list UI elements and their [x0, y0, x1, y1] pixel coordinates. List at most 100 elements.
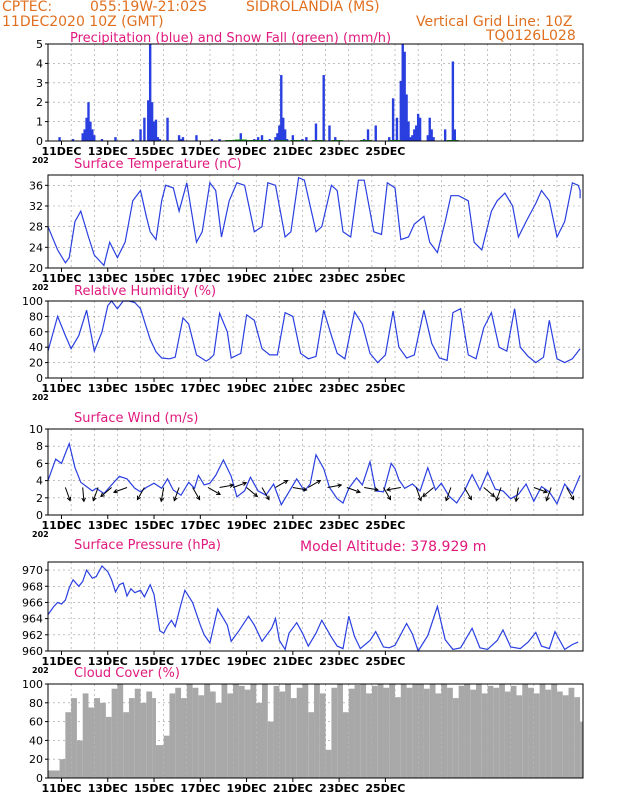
header-date: 11DEC2020 10Z (GMT) [2, 14, 164, 30]
cloud-bar [244, 689, 251, 778]
cloud-bar [152, 698, 156, 778]
header-coords: 055:19W-21:02S [90, 0, 207, 15]
cloud-bar [128, 698, 135, 778]
cloud-bar [574, 697, 581, 778]
cloud-bar [383, 687, 390, 778]
cloud-bar [580, 721, 583, 778]
precip-bar [328, 125, 331, 141]
wind-arrow-head [514, 497, 519, 503]
wind-arrow [483, 487, 495, 497]
wind-arrow [495, 487, 502, 501]
precip-bar [81, 133, 84, 141]
precip-bar [278, 125, 281, 141]
precip-bar [139, 129, 142, 141]
cloud-bar [285, 684, 291, 778]
precip-bar [322, 75, 325, 141]
wind-arrow [515, 487, 519, 502]
wind-arrow-head [283, 479, 289, 485]
y-tick-label: 0 [36, 772, 43, 785]
precip-bar [93, 135, 96, 141]
cloud-bar [452, 698, 459, 778]
x-tick-label: 15DEC [134, 519, 174, 532]
cloud-bar [354, 684, 361, 778]
cloud-bar [464, 684, 471, 778]
cloud-bar [533, 693, 540, 778]
cloud-bar [366, 693, 372, 778]
x-tick-label: 25DEC [365, 145, 405, 158]
cloud-bar [117, 684, 124, 778]
x-tick-label: 19DEC [227, 655, 267, 668]
cloud-bar [528, 687, 534, 778]
precip-bar [443, 129, 447, 141]
y-tick-label: 960 [22, 645, 43, 658]
header-model-altitude: Model Altitude: 378.929 m [300, 539, 487, 555]
wind-arrow [308, 480, 321, 488]
precip-bar [181, 137, 185, 141]
precip-bar [71, 139, 75, 141]
precip-bar [391, 98, 395, 141]
x-tick-label: 21DEC [273, 145, 313, 158]
precip-bar [314, 123, 318, 141]
x-tick-label: 17DEC [180, 655, 220, 668]
cloud-bar [314, 684, 320, 778]
cloud-bar [429, 684, 436, 778]
wind-arrow-head [337, 483, 343, 488]
series-line [47, 176, 581, 267]
precip-bar [268, 139, 271, 141]
y-tick-label: 100 [22, 295, 43, 308]
cloud-bar [331, 687, 338, 778]
y-tick-label: 962 [22, 629, 43, 642]
wind-arrow [463, 487, 472, 500]
wind-arrow-head [92, 496, 97, 502]
cloud-bar [296, 687, 303, 778]
cloud-bar [290, 698, 297, 778]
wind-arrow [415, 487, 422, 501]
cloud-bar [169, 693, 176, 778]
wind-arrow-head [302, 487, 308, 492]
cloud-bar [504, 691, 511, 778]
precip-bar [409, 137, 412, 141]
wind-arrow [100, 487, 112, 497]
panel-title: Relative Humidity (%) [74, 284, 216, 299]
cloud-bar [140, 702, 147, 778]
y-tick-label: 0 [36, 509, 43, 522]
wind-arrow [445, 487, 452, 501]
precip-bar [418, 117, 422, 141]
cloud-bar [192, 687, 199, 778]
wind-arrow-head [216, 490, 221, 496]
y-tick-label: 32 [29, 200, 43, 213]
x-tick-label: 21DEC [273, 655, 313, 668]
x-tick-label: 15DEC [134, 145, 174, 158]
series-line [47, 441, 581, 507]
series-line [47, 565, 579, 653]
y-tick-label: 60 [29, 716, 43, 729]
x-tick-label: 15DEC [134, 655, 174, 668]
wind-arrow-head [386, 495, 392, 501]
cloud-bar [256, 702, 262, 778]
cloud-bar [499, 684, 505, 778]
precip-bar [407, 121, 410, 141]
precip-bar [179, 139, 183, 141]
precip-bar [274, 137, 277, 141]
cloud-bar [198, 695, 205, 778]
cloud-bar [308, 712, 315, 778]
x-year-label: 202 [32, 393, 49, 402]
panel-title: Surface Wind (m/s) [74, 411, 198, 426]
y-tick-label: 40 [29, 734, 43, 747]
cloud-bar [389, 684, 396, 778]
y-tick-label: 36 [29, 179, 43, 192]
wind-arrow-head [417, 496, 423, 502]
cloud-bar [470, 689, 476, 778]
y-tick-label: 964 [22, 613, 43, 626]
cloud-bar [65, 712, 72, 778]
cloud-bar [319, 693, 326, 778]
wind-arrow-head [253, 492, 259, 498]
wind-arrow-head [173, 496, 178, 502]
x-tick-label: 13DEC [88, 655, 128, 668]
cloud-bar [545, 689, 552, 778]
y-tick-label: 0 [36, 372, 43, 385]
cloud-bar [163, 735, 170, 778]
panel-title: Cloud Cover (%) [74, 666, 180, 681]
